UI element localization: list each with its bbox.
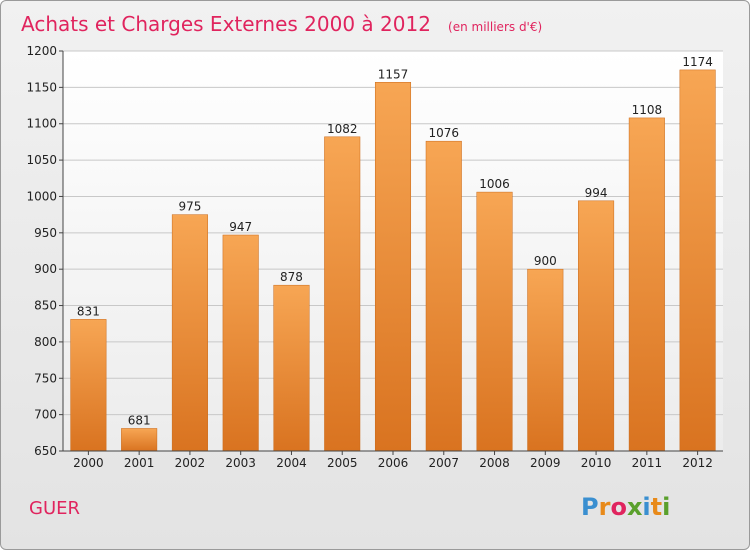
x-tick-label: 2012 xyxy=(682,456,713,470)
y-tick-label: 1150 xyxy=(26,80,57,94)
logo-letter: i xyxy=(642,493,650,521)
x-tick-label: 2005 xyxy=(327,456,358,470)
x-axis: 2000 2001 2002 2003 2004 2005 2006 2007 2008 2009… xyxy=(63,450,723,470)
logo-letter: t xyxy=(651,493,662,521)
x-tick-label: 2011 xyxy=(632,456,663,470)
chart-unit: (en milliers d'€) xyxy=(448,20,542,34)
bar-value-label: 1076 xyxy=(428,126,459,140)
bar xyxy=(273,284,310,452)
x-tick-label: 2010 xyxy=(581,456,612,470)
bar-value-label: 831 xyxy=(77,304,100,318)
bar xyxy=(425,140,462,452)
y-tick-label: 700 xyxy=(34,408,57,422)
bar xyxy=(70,319,107,452)
bar-value-label: 994 xyxy=(585,186,608,200)
y-tick-label: 850 xyxy=(34,299,57,313)
bars-group: 831 681 975 947 878 1082 1157 1076 1006 900 994 110… xyxy=(70,55,716,452)
logo-letter: i xyxy=(662,493,670,521)
x-tick-label: 2008 xyxy=(479,456,510,470)
y-tick-label: 750 xyxy=(34,371,57,385)
proxiti-logo: Proxiti xyxy=(581,493,670,521)
bar-value-label: 900 xyxy=(534,254,557,268)
bar xyxy=(578,200,615,452)
bar-value-label: 1082 xyxy=(327,122,358,136)
y-axis: 650 700 750 800 850 900 950 1000 1050 1100 1150 120… xyxy=(26,44,64,458)
bar xyxy=(324,136,361,452)
bar-value-label: 947 xyxy=(229,220,252,234)
bar-value-label: 975 xyxy=(178,200,201,214)
bar-value-label: 1157 xyxy=(378,67,409,81)
bar xyxy=(171,214,208,452)
bar xyxy=(628,117,665,452)
commune-name: GUER xyxy=(29,498,80,519)
bar-value-label: 1108 xyxy=(632,103,663,117)
chart-title: Achats et Charges Externes 2000 à 2012 (… xyxy=(21,12,542,36)
y-tick-label: 900 xyxy=(34,262,57,276)
bar xyxy=(374,82,412,452)
bar xyxy=(222,234,259,452)
y-tick-label: 1100 xyxy=(26,117,57,131)
x-tick-label: 2003 xyxy=(225,456,256,470)
chart-title-text: Achats et Charges Externes 2000 à 2012 xyxy=(21,12,431,36)
bar xyxy=(527,268,564,452)
logo-letter: o xyxy=(610,493,627,521)
x-tick-label: 2006 xyxy=(378,456,409,470)
logo-letter: P xyxy=(581,493,599,521)
bar-value-label: 1006 xyxy=(479,177,510,191)
bar-value-label: 1174 xyxy=(682,55,713,69)
y-tick-label: 1000 xyxy=(26,189,57,203)
y-tick-label: 800 xyxy=(34,335,57,349)
x-tick-label: 2009 xyxy=(530,456,561,470)
y-tick-label: 950 xyxy=(34,226,57,240)
logo-letter: x xyxy=(627,493,643,521)
bar xyxy=(679,69,716,452)
x-tick-label: 2000 xyxy=(73,456,104,470)
bar-value-label: 878 xyxy=(280,270,303,284)
x-tick-label: 2001 xyxy=(124,456,155,470)
bar-value-label: 681 xyxy=(128,413,151,427)
y-tick-label: 1050 xyxy=(26,153,57,167)
logo-letter: r xyxy=(599,493,611,521)
x-tick-label: 2004 xyxy=(276,456,307,470)
y-tick-label: 650 xyxy=(34,444,57,458)
x-tick-label: 2007 xyxy=(428,456,459,470)
bar xyxy=(476,191,513,452)
bar xyxy=(121,428,158,452)
y-tick-label: 1200 xyxy=(26,44,57,58)
x-tick-label: 2002 xyxy=(175,456,206,470)
